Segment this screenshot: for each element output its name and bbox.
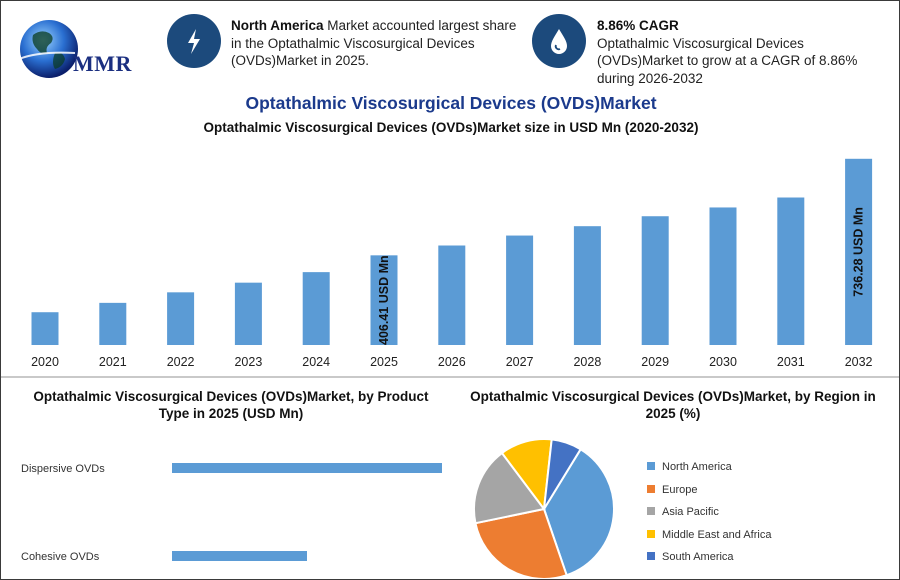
lightning-icon-badge — [167, 14, 221, 68]
bar-2028 — [573, 226, 601, 345]
bar-2020 — [31, 312, 59, 345]
bar-2025 — [370, 255, 398, 345]
section-divider — [1, 376, 899, 378]
category-label: Dispersive OVDs — [21, 463, 105, 475]
bar-2021 — [99, 302, 127, 345]
drop-icon-badge — [532, 14, 586, 68]
bar-2023 — [234, 282, 262, 345]
legend-item: North America — [647, 460, 732, 474]
legend-item: South America — [647, 550, 734, 564]
legend-swatch — [647, 552, 655, 560]
x-tick-label: 2021 — [99, 355, 127, 369]
legend-item: Middle East and Africa — [647, 528, 771, 542]
product-bar — [172, 463, 442, 473]
legend-swatch — [647, 529, 655, 538]
product-bar — [172, 551, 307, 561]
legend-label: North America — [662, 461, 732, 473]
legend-swatch — [647, 462, 655, 470]
x-tick-label: 2030 — [709, 355, 737, 369]
x-tick-label: 2020 — [31, 355, 59, 369]
globe-icon — [18, 20, 78, 78]
region-pie-chart — [473, 438, 615, 579]
x-tick-label: 2022 — [167, 355, 195, 369]
pie-slice — [474, 507, 568, 579]
x-tick-label: 2029 — [641, 355, 669, 369]
data-label: 736.28 USD Mn — [852, 207, 866, 297]
bar-2027 — [506, 235, 534, 345]
legend-swatch — [647, 507, 655, 515]
highlight-text: Market accounted largest share in the Op… — [231, 18, 517, 68]
highlight-north-america: North America Market accounted largest s… — [231, 17, 523, 70]
legend-label: Europe — [662, 483, 698, 496]
pie-slice — [543, 438, 582, 510]
highlight-bold: North America — [231, 18, 324, 33]
market-size-bar-chart: 2020 2021 2022 2023 2024 2025 2026 2027 2028 2029… — [31, 158, 873, 369]
x-tick-label: 2031 — [777, 355, 805, 369]
legend-item: Asia Pacific — [647, 505, 719, 519]
page-title: Optathalmic Viscosurgical Devices (OVDs)… — [245, 93, 657, 113]
highlight-bold: 8.86% CAGR — [597, 18, 679, 33]
drop-icon — [551, 29, 567, 54]
x-tick-label: 2028 — [573, 355, 601, 369]
x-tick-label: 2023 — [234, 355, 262, 369]
data-label: 406.41 USD Mn — [377, 255, 391, 345]
legend-item: Europe — [647, 483, 697, 497]
legend-label: Middle East and Africa — [662, 528, 772, 541]
bar-2032 — [845, 158, 873, 345]
lightning-icon — [188, 29, 200, 54]
mmr-logo: MMR — [13, 15, 143, 85]
bar-2026 — [438, 245, 466, 345]
x-tick-label: 2025 — [370, 355, 398, 369]
product-type-title: Optathalmic Viscosurgical Devices (OVDs)… — [33, 389, 429, 421]
logo-text: MMR — [73, 51, 132, 76]
highlight-text: Optathalmic Viscosurgical Devices (OVDs)… — [597, 35, 858, 86]
product-type-bar-chart: Dispersive OVDs Cohesive OVDs — [21, 463, 442, 563]
highlight-cagr: 8.86% CAGR Optathalmic Viscosurgical Devi… — [597, 17, 887, 87]
x-tick-label: 2024 — [302, 355, 330, 369]
legend-label: Asia Pacific — [662, 506, 719, 518]
legend-label: South America — [662, 551, 734, 563]
bar-2030 — [709, 207, 737, 345]
bar-2031 — [777, 197, 805, 345]
legend-swatch — [647, 484, 655, 493]
bar-2022 — [167, 292, 195, 345]
x-tick-label: 2026 — [438, 355, 466, 369]
x-tick-label: 2032 — [845, 355, 873, 369]
x-tick-label: 2027 — [506, 355, 534, 369]
chart-subtitle: Optathalmic Viscosurgical Devices (OVDs)… — [203, 120, 699, 135]
bar-2024 — [302, 272, 330, 345]
region-title: Optathalmic Viscosurgical Devices (OVDs)… — [470, 389, 876, 421]
pie-slice — [473, 451, 546, 525]
bar-2029 — [641, 216, 669, 345]
category-label: Cohesive OVDs — [21, 551, 100, 563]
